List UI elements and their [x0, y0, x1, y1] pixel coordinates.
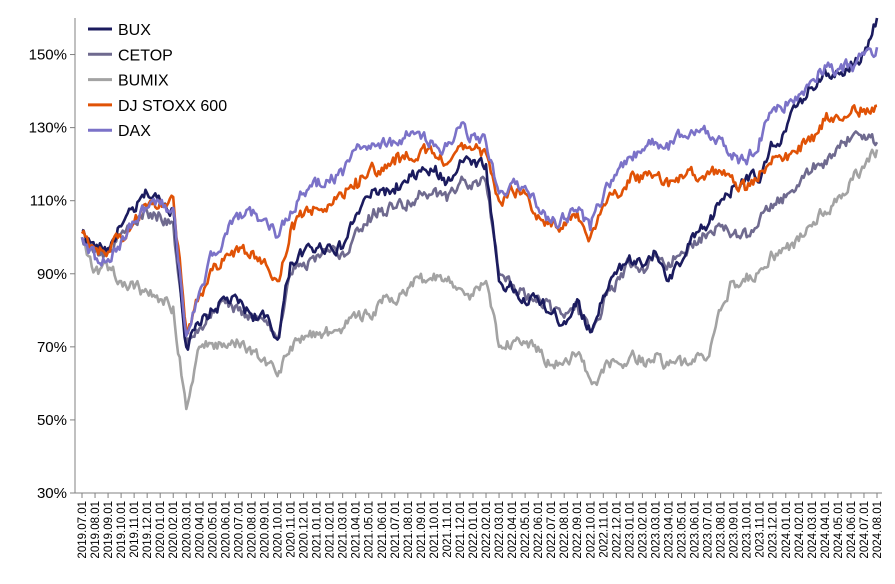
x-axis: 2019.07.01 2019.08.01 2019.09.01 2019.10.01… — [75, 492, 884, 559]
x-tick-label: 2021.02.01 — [325, 501, 337, 559]
x-tick-label: 2019.11.01 — [129, 501, 141, 558]
x-tick-label: 2024.03.01 — [807, 501, 819, 559]
legend-label: CETOP — [118, 47, 173, 64]
x-tick-label: 2022.02.01 — [481, 501, 493, 559]
x-tick-label: 2020.02.01 — [168, 501, 180, 559]
x-tick-label: 2019.09.01 — [103, 501, 115, 559]
x-tick-label: 2021.11.01 — [442, 501, 454, 558]
legend-label: DJ STOXX 600 — [118, 98, 227, 115]
legend: BUX CETOP BUMIX DJ STOXX 600 DAX — [88, 22, 227, 140]
x-tick-label: 2023.06.01 — [690, 501, 702, 559]
y-tick-label: 130% — [29, 120, 67, 137]
x-tick-label: 2020.04.01 — [194, 501, 206, 559]
x-tick-label: 2024.01.01 — [781, 501, 793, 559]
x-tick-label: 2023.01.01 — [624, 501, 636, 559]
x-tick-label: 2021.12.01 — [455, 501, 467, 559]
x-tick-label: 2019.10.01 — [116, 501, 128, 559]
y-tick-label: 50% — [37, 412, 67, 429]
x-tick-label: 2022.10.01 — [585, 501, 597, 559]
x-tick-label: 2020.05.01 — [207, 501, 219, 559]
x-tick-label: 2022.01.01 — [468, 501, 480, 559]
x-tick-label: 2021.06.01 — [377, 501, 389, 559]
x-tick-label: 2022.03.01 — [494, 501, 506, 559]
x-tick-label: 2020.11.01 — [286, 501, 298, 558]
x-tick-label: 2019.08.01 — [90, 501, 102, 559]
x-tick-label: 2020.06.01 — [220, 501, 232, 559]
x-tick-label: 2022.09.01 — [572, 501, 584, 559]
x-tick-label: 2024.02.01 — [794, 501, 806, 559]
x-tick-label: 2023.12.01 — [768, 501, 780, 559]
series-line-bumix — [80, 148, 879, 411]
x-tick-label: 2023.09.01 — [729, 501, 741, 559]
x-tick-label: 2023.08.01 — [716, 501, 728, 559]
x-tick-label: 2020.08.01 — [246, 501, 258, 559]
x-tick-label: 2023.07.01 — [703, 501, 715, 559]
x-tick-label: 2024.05.01 — [833, 501, 845, 559]
x-tick-label: 2024.06.01 — [846, 501, 858, 559]
x-tick-label: 2021.03.01 — [338, 501, 350, 559]
x-tick-label: 2020.07.01 — [233, 501, 245, 559]
x-tick-label: 2023.03.01 — [650, 501, 662, 559]
x-tick-label: 2023.10.01 — [742, 501, 754, 559]
x-tick-label: 2022.11.01 — [598, 501, 610, 558]
x-tick-label: 2021.01.01 — [312, 501, 324, 559]
series-line-dax — [80, 46, 879, 338]
series-line-dj-stoxx-600 — [80, 104, 878, 335]
y-axis: 30% 50% 70% 90% 110% 130% 150% — [29, 18, 76, 502]
x-tick-label: 2024.07.01 — [859, 501, 871, 559]
x-tick-label: 2020.09.01 — [259, 501, 271, 559]
series-line-cetop — [80, 130, 879, 349]
x-tick-label: 2023.05.01 — [677, 501, 689, 559]
legend-label: BUMIX — [118, 73, 169, 90]
y-tick-label: 110% — [30, 193, 67, 210]
x-tick-label: 2020.12.01 — [299, 501, 311, 559]
x-tick-label: 2022.12.01 — [611, 501, 623, 559]
x-tick-label: 2019.12.01 — [142, 501, 154, 559]
x-tick-label: 2023.04.01 — [663, 501, 675, 559]
legend-label: BUX — [118, 22, 151, 39]
x-tick-label: 2023.02.01 — [637, 501, 649, 559]
x-tick-label: 2022.06.01 — [533, 501, 545, 559]
x-tick-label: 2021.07.01 — [390, 501, 402, 559]
x-tick-label: 2019.07.01 — [77, 501, 89, 559]
x-tick-label: 2024.08.01 — [872, 501, 884, 559]
x-tick-label: 2023.11.01 — [755, 501, 767, 558]
x-tick-label: 2020.03.01 — [181, 501, 193, 559]
x-tick-label: 2022.08.01 — [559, 501, 571, 559]
x-tick-label: 2020.10.01 — [272, 501, 284, 559]
y-tick-label: 30% — [37, 485, 67, 502]
x-tick-label: 2024.04.01 — [820, 501, 832, 559]
x-tick-label: 2022.07.01 — [546, 501, 558, 559]
legend-label: DAX — [118, 123, 151, 140]
x-tick-label: 2021.05.01 — [364, 501, 376, 559]
x-tick-label: 2021.10.01 — [429, 501, 441, 559]
x-tick-label: 2021.08.01 — [403, 501, 415, 559]
x-tick-label: 2021.09.01 — [416, 501, 428, 559]
series-layer — [80, 17, 879, 411]
x-tick-label: 2021.04.01 — [351, 501, 363, 559]
y-tick-label: 150% — [29, 47, 67, 64]
x-tick-label: 2022.04.01 — [507, 501, 519, 559]
x-tick-label: 2022.05.01 — [520, 501, 532, 559]
y-tick-label: 90% — [37, 266, 67, 283]
y-tick-label: 70% — [37, 339, 67, 356]
x-tick-label: 2020.01.01 — [155, 501, 167, 559]
